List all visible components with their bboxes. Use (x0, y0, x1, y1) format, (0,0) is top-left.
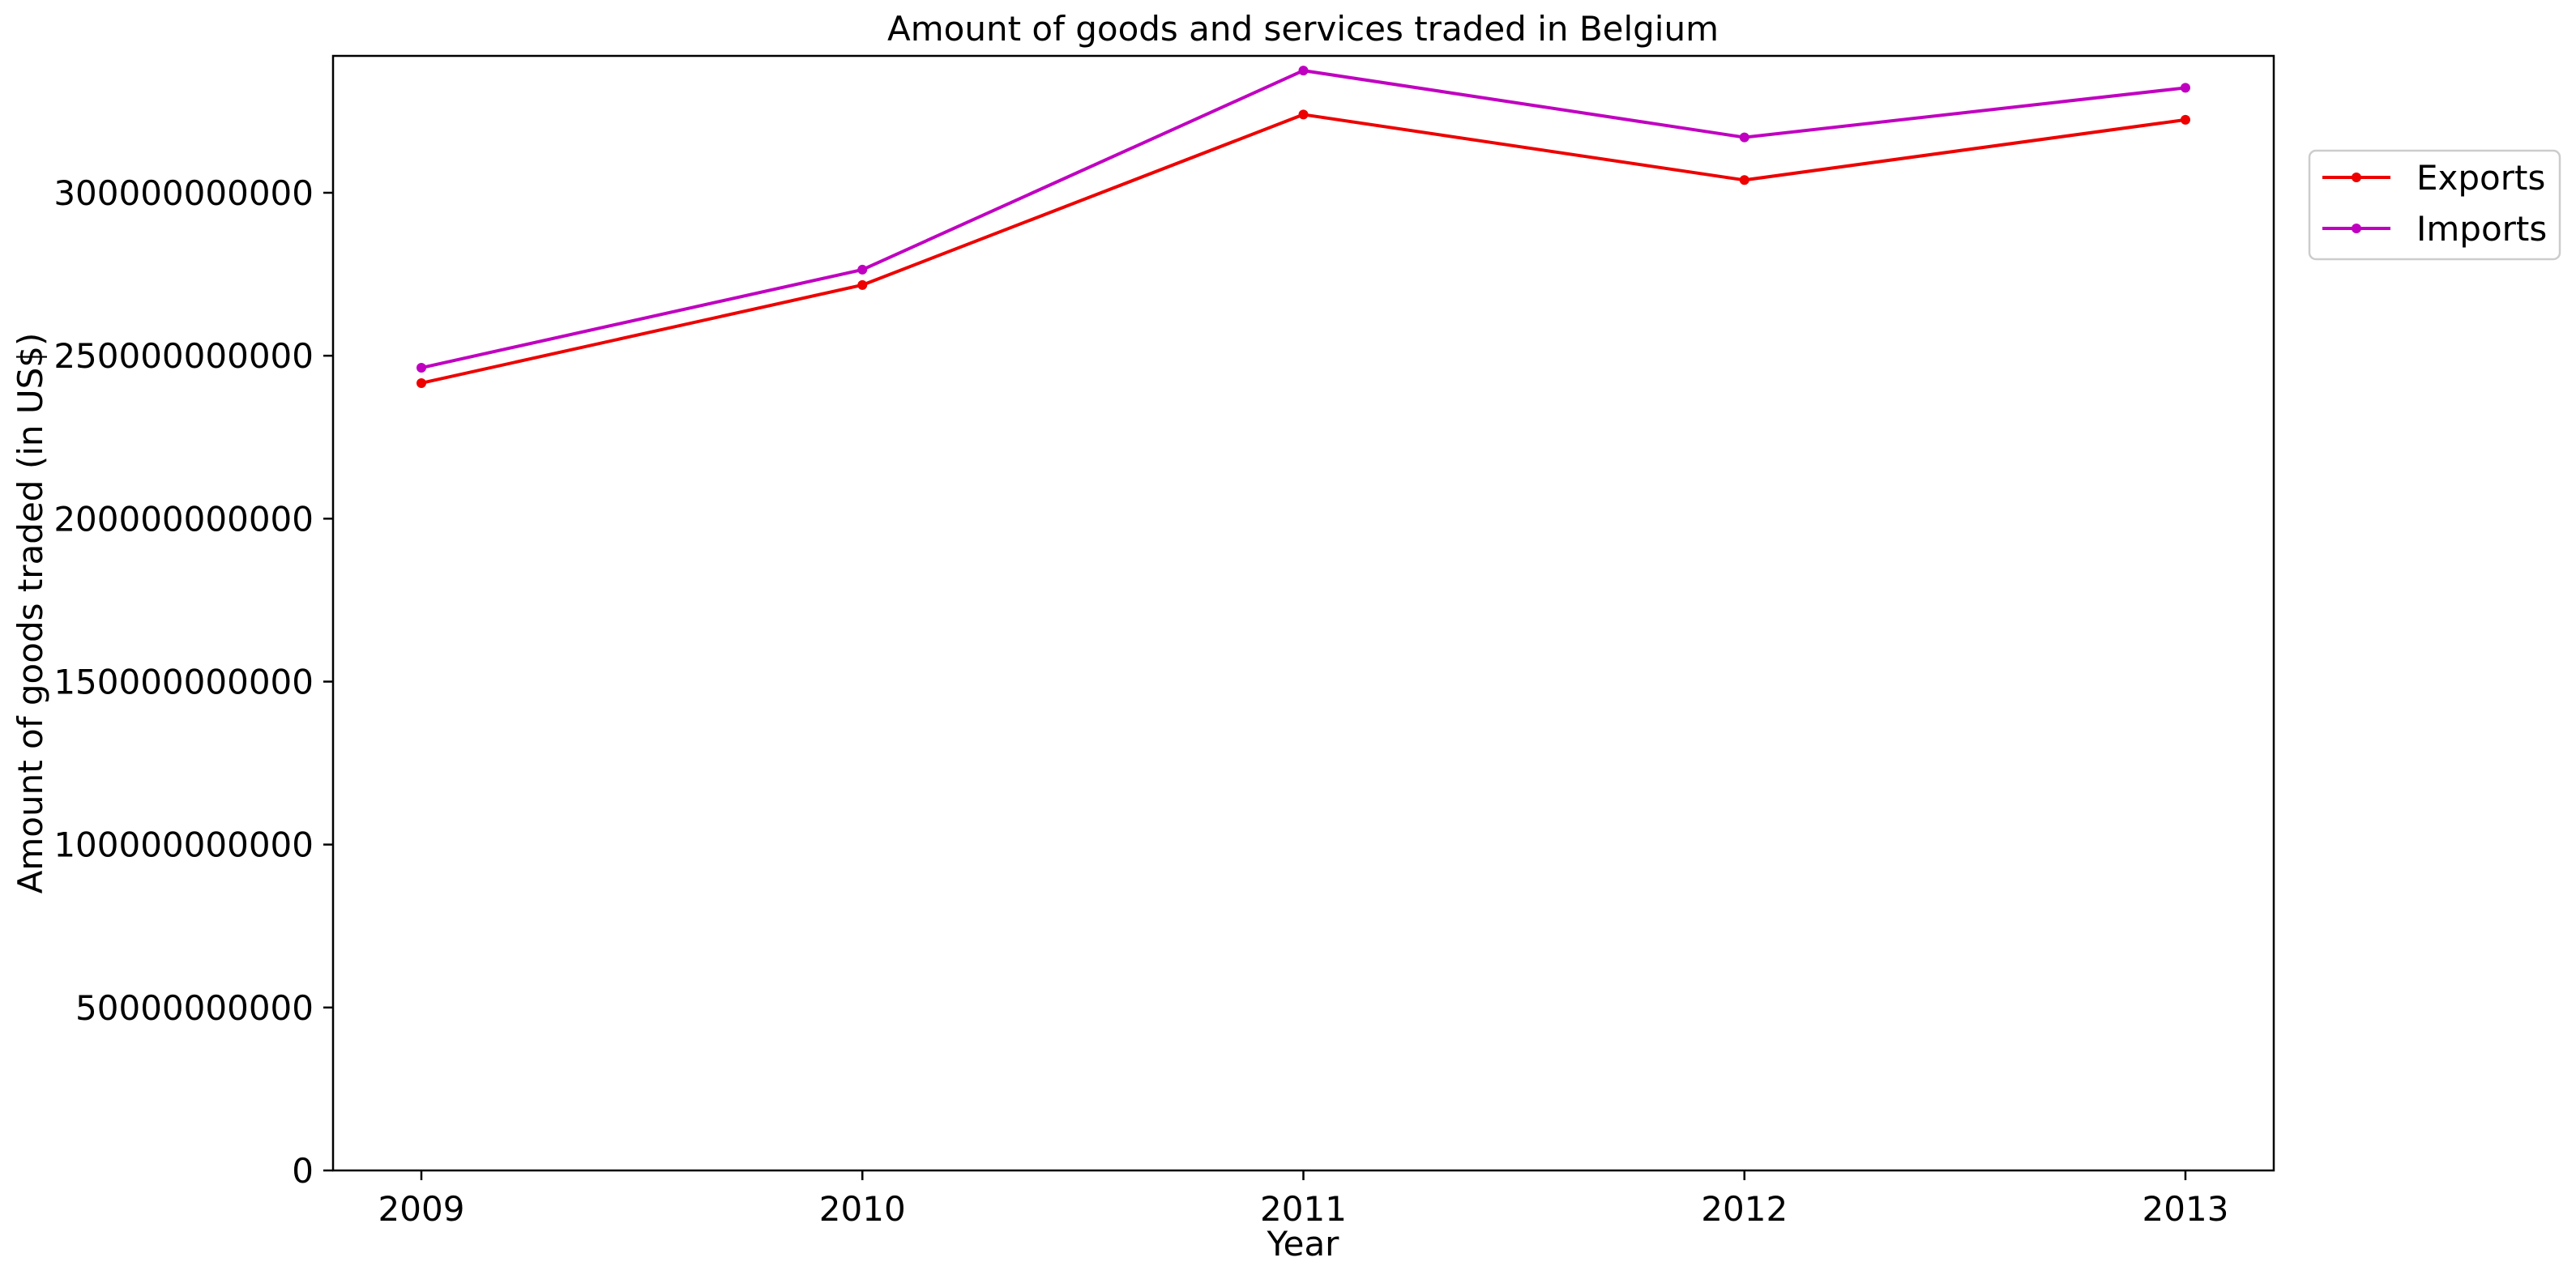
imports-data-point (1739, 132, 1749, 143)
imports-legend-marker (2352, 224, 2361, 233)
x-axis-label: Year (1267, 1224, 1340, 1264)
imports-data-point (417, 363, 426, 373)
exports-series-line (420, 113, 2187, 385)
x-tick-label: 2009 (378, 1189, 465, 1229)
y-tick-label: 300000000000 (53, 173, 314, 213)
chart-title: Amount of goods and services traded in B… (887, 9, 1719, 49)
y-tick-label: 0 (292, 1151, 314, 1191)
legend: Exports Imports (2308, 149, 2561, 261)
y-tick-label: 150000000000 (53, 662, 314, 701)
exports-data-point (417, 377, 426, 388)
plot-area (331, 54, 2275, 1172)
x-axis: 2009 2010 2011 2012 2013 (378, 1170, 2229, 1229)
y-tick-label: 100000000000 (53, 825, 314, 865)
y-tick-label: 200000000000 (53, 499, 314, 539)
imports-data-point (1298, 66, 1309, 76)
imports-data-point (857, 264, 868, 275)
exports-data-point (1298, 109, 1309, 120)
x-tick-label: 2012 (1701, 1189, 1788, 1229)
exports-data-point (1739, 175, 1749, 185)
x-tick-label: 2011 (1260, 1189, 1347, 1229)
x-tick-label: 2010 (819, 1189, 906, 1229)
y-tick-label: 250000000000 (53, 336, 314, 376)
exports-data-point (2181, 114, 2190, 125)
y-tick-label: 50000000000 (75, 988, 314, 1028)
series-layer (417, 66, 2190, 388)
imports-legend-label: Imports (2416, 209, 2547, 249)
exports-data-point (857, 279, 868, 290)
imports-data-point (2181, 83, 2190, 93)
y-axis-label: Amount of goods traded (in US$) (11, 333, 50, 894)
exports-legend-label: Exports (2416, 158, 2545, 198)
x-tick-label: 2013 (2142, 1189, 2229, 1229)
exports-legend-marker (2352, 173, 2361, 182)
y-axis: 0 50000000000 100000000000 150000000000 2000… (53, 173, 333, 1191)
